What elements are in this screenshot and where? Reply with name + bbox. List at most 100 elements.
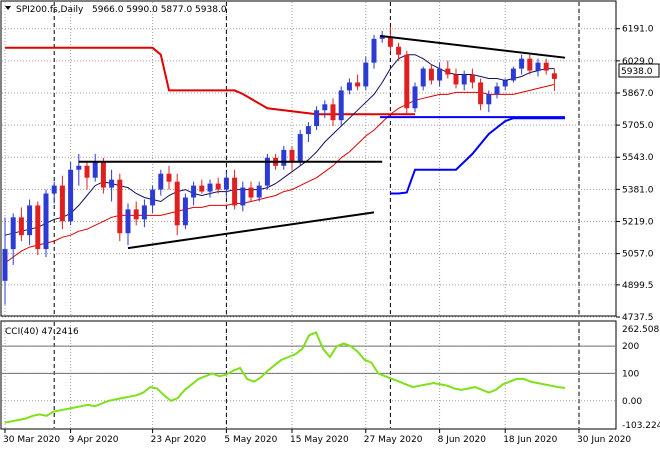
candle-45 bbox=[371, 34, 377, 69]
candle-10 bbox=[84, 161, 90, 190]
candle-34 bbox=[281, 145, 287, 170]
candle-body-36 bbox=[297, 134, 303, 162]
candle-body-64 bbox=[527, 58, 533, 71]
price-tick-label-5: 5381.0 bbox=[622, 185, 654, 195]
candle-9 bbox=[76, 153, 82, 186]
date-tick-label-3: 5 May 2020 bbox=[224, 435, 277, 445]
candle-38 bbox=[314, 106, 320, 131]
symbol-label: SPI200.fs,Daily bbox=[16, 5, 84, 15]
upper-stop-line bbox=[5, 46, 415, 116]
candle-24 bbox=[199, 179, 205, 194]
candle-39 bbox=[322, 100, 328, 119]
candle-12 bbox=[100, 157, 106, 194]
cci-tick-label-2: 100 bbox=[622, 369, 639, 379]
candle-body-30 bbox=[248, 187, 254, 198]
date-tick-label-5: 27 May 2020 bbox=[364, 435, 423, 445]
cci-tick-label-3: 0.00 bbox=[622, 397, 642, 407]
candle-63 bbox=[519, 54, 525, 75]
cci-axis: 262.5085 200 100 0.00 -103.2246 bbox=[622, 325, 660, 431]
candle-body-17 bbox=[141, 205, 147, 220]
candle-59 bbox=[486, 90, 492, 113]
candle-body-23 bbox=[191, 185, 197, 198]
candle-13 bbox=[109, 169, 115, 202]
price-tick-label-9: 4737.5 bbox=[622, 313, 654, 323]
candle-body-26 bbox=[215, 183, 221, 190]
candle-30 bbox=[248, 181, 254, 202]
candle-5 bbox=[43, 189, 49, 258]
candle-64 bbox=[527, 54, 533, 75]
candles bbox=[2, 26, 557, 305]
candle-body-18 bbox=[150, 189, 156, 206]
candle-body-8 bbox=[68, 169, 74, 222]
date-tick-label-6: 8 Jun 2020 bbox=[438, 435, 487, 445]
candle-44 bbox=[363, 56, 369, 91]
candle-16 bbox=[133, 201, 139, 226]
candle-body-42 bbox=[346, 82, 352, 91]
candle-body-7 bbox=[59, 185, 65, 222]
candle-body-20 bbox=[166, 173, 172, 182]
candle-body-50 bbox=[412, 86, 418, 109]
candle-29 bbox=[240, 181, 246, 212]
candle-body-5 bbox=[43, 193, 49, 250]
slow-moving-average-line bbox=[4, 84, 555, 264]
candle-60 bbox=[494, 82, 500, 99]
trend-line-1 bbox=[127, 211, 375, 250]
candle-body-21 bbox=[174, 181, 180, 226]
candle-41 bbox=[338, 86, 344, 127]
candle-body-13 bbox=[109, 179, 115, 188]
price-tick-label-8: 4899.5 bbox=[622, 281, 654, 291]
price-panel: 6191.0 6029.0 5867.0 5705.0 5543.0 5381.0 5219… bbox=[0, 0, 660, 323]
candle-2 bbox=[18, 207, 24, 242]
candle-42 bbox=[346, 78, 352, 95]
candle-body-44 bbox=[363, 62, 369, 87]
ohlc-label: 5966.0 5990.0 5877.0 5938.0 bbox=[92, 5, 227, 15]
candle-body-4 bbox=[35, 205, 41, 250]
candle-body-58 bbox=[478, 82, 484, 105]
price-tick-label-6: 5219.0 bbox=[622, 218, 654, 228]
candle-body-14 bbox=[117, 179, 123, 234]
candle-25 bbox=[207, 179, 213, 198]
candle-19 bbox=[158, 169, 164, 196]
candle-20 bbox=[166, 165, 172, 190]
candle-body-2 bbox=[18, 217, 24, 236]
candle-body-52 bbox=[428, 68, 434, 81]
candle-27 bbox=[223, 171, 229, 198]
date-tick-label-1: 9 Apr 2020 bbox=[69, 435, 119, 445]
candle-0 bbox=[2, 217, 8, 305]
trend-lines bbox=[78, 34, 566, 250]
candle-54 bbox=[445, 60, 451, 79]
candle-18 bbox=[150, 185, 156, 214]
candle-35 bbox=[289, 145, 295, 170]
candle-body-9 bbox=[76, 165, 82, 170]
price-axis: 6191.0 6029.0 5867.0 5705.0 5543.0 5381.0 5219… bbox=[616, 25, 654, 323]
candle-43 bbox=[355, 74, 361, 91]
candle-body-6 bbox=[51, 185, 57, 194]
date-tick-label-2: 23 Apr 2020 bbox=[151, 435, 207, 445]
date-tick-label-8: 30 Jun 2020 bbox=[577, 435, 631, 445]
candle-22 bbox=[182, 193, 188, 230]
candle-body-27 bbox=[223, 177, 229, 190]
candle-57 bbox=[469, 68, 475, 89]
candle-body-31 bbox=[256, 185, 262, 198]
candle-body-37 bbox=[305, 126, 311, 135]
cci-header: CCI(40) 47.2416 bbox=[5, 327, 79, 337]
price-tick-label-3: 5705.0 bbox=[622, 121, 654, 131]
candle-28 bbox=[232, 169, 238, 210]
candle-body-11 bbox=[92, 161, 98, 178]
current-price-label: 5938.0 bbox=[621, 67, 653, 77]
candle-body-19 bbox=[158, 173, 164, 190]
candle-body-35 bbox=[289, 149, 295, 162]
candle-47 bbox=[387, 26, 393, 51]
candle-67 bbox=[551, 68, 557, 92]
candle-body-41 bbox=[338, 90, 344, 121]
candle-31 bbox=[256, 181, 262, 202]
fast-moving-average-line bbox=[4, 54, 555, 236]
cci-panel: 262.5085 200 100 0.00 -103.2246 CCI(40) 47.2… bbox=[0, 320, 660, 431]
indicator-overlays bbox=[4, 46, 565, 264]
candle-65 bbox=[535, 58, 541, 77]
candle-body-48 bbox=[396, 46, 402, 55]
candle-body-38 bbox=[314, 110, 320, 127]
chevron-down-icon[interactable] bbox=[5, 6, 11, 10]
candle-body-54 bbox=[445, 68, 451, 75]
